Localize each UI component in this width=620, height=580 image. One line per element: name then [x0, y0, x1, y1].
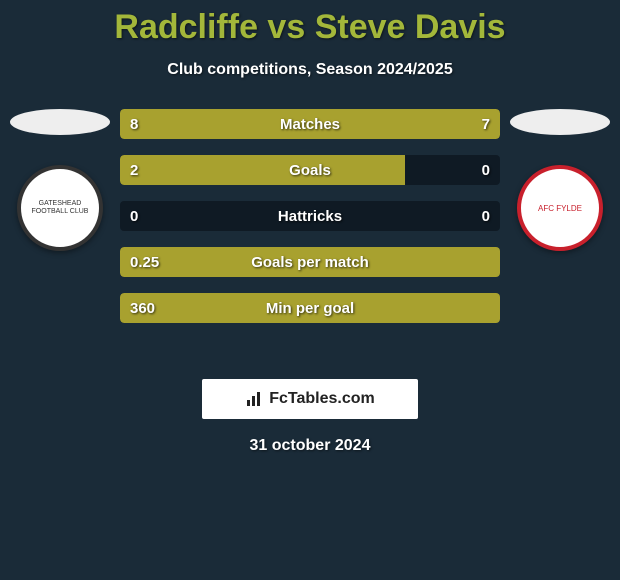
stat-row: 87Matches: [120, 109, 500, 139]
left-club-badge-icon: GATESHEAD FOOTBALL CLUB: [17, 165, 103, 251]
date-text: 31 october 2024: [0, 437, 620, 455]
stat-label: Matches: [120, 116, 500, 133]
stat-row: 00Hattricks: [120, 201, 500, 231]
comparison-area: GATESHEAD FOOTBALL CLUB AFC FYLDE 87Matc…: [0, 109, 620, 369]
chart-icon: [245, 390, 263, 408]
stats-bars: 87Matches 20Goals 00Hattricks 0.25Goals per…: [120, 109, 500, 339]
left-badge-label: GATESHEAD FOOTBALL CLUB: [21, 200, 99, 217]
subtitle: Club competitions, Season 2024/2025: [0, 61, 620, 79]
right-badge-label: AFC FYLDE: [538, 204, 582, 213]
stat-label: Goals: [120, 162, 500, 179]
right-team-area: AFC FYLDE: [510, 109, 610, 251]
brand-label: FcTables.com: [269, 390, 375, 408]
left-team-area: GATESHEAD FOOTBALL CLUB: [10, 109, 110, 251]
stat-label: Hattricks: [120, 208, 500, 225]
brand-badge: FcTables.com: [202, 379, 418, 419]
stat-row: 20Goals: [120, 155, 500, 185]
right-flag-icon: [510, 109, 610, 135]
stat-label: Min per goal: [120, 300, 500, 317]
right-club-badge-icon: AFC FYLDE: [517, 165, 603, 251]
stat-label: Goals per match: [120, 254, 500, 271]
left-flag-icon: [10, 109, 110, 135]
stat-row: 0.25Goals per match: [120, 247, 500, 277]
stat-row: 360Min per goal: [120, 293, 500, 323]
page-title: Radcliffe vs Steve Davis: [0, 0, 620, 47]
